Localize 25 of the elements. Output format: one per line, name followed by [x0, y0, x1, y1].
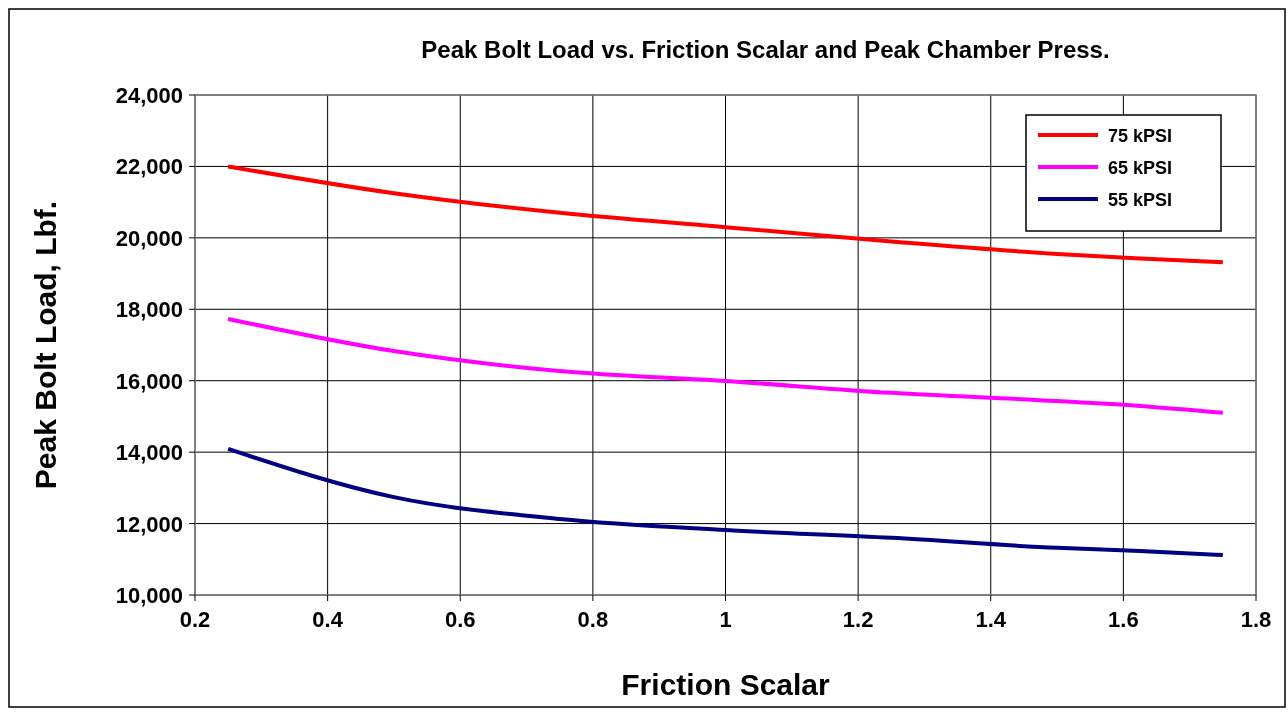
y-tick-label: 18,000 — [115, 297, 183, 323]
y-tick-label: 12,000 — [115, 511, 183, 537]
legend-label: 75 kPSI — [1108, 126, 1173, 146]
y-tick-label: 16,000 — [115, 368, 183, 394]
y-axis-title: Peak Bolt Load, Lbf. — [29, 200, 62, 490]
line-series — [226, 446, 1225, 557]
x-axis-title: Friction Scalar — [621, 668, 831, 701]
x-tick-label: 1.8 — [1240, 607, 1272, 632]
line-series — [226, 316, 1225, 415]
x-tick-label: 0.6 — [444, 607, 476, 632]
x-tick-label: 1.2 — [842, 607, 874, 632]
x-tick-label: 1 — [719, 607, 732, 632]
x-tick-label: 1.4 — [975, 607, 1007, 632]
x-tick-label: 0.4 — [312, 607, 344, 632]
y-tick-label: 20,000 — [115, 225, 183, 251]
legend-label: 65 kPSI — [1108, 158, 1173, 178]
x-tick-label: 0.2 — [179, 607, 211, 632]
chart-title: Peak Bolt Load vs. Friction Scalar and Peak Chamber Press. — [421, 36, 1110, 63]
x-tick-label: 1.6 — [1108, 607, 1139, 632]
legend-label: 55 kPSI — [1108, 190, 1173, 210]
x-tick-label: 0.8 — [577, 607, 609, 632]
y-tick-label: 14,000 — [115, 440, 183, 466]
y-tick-label: 10,000 — [115, 583, 183, 608]
y-tick-label: 22,000 — [115, 154, 183, 180]
y-tick-label: 24,000 — [115, 83, 183, 108]
